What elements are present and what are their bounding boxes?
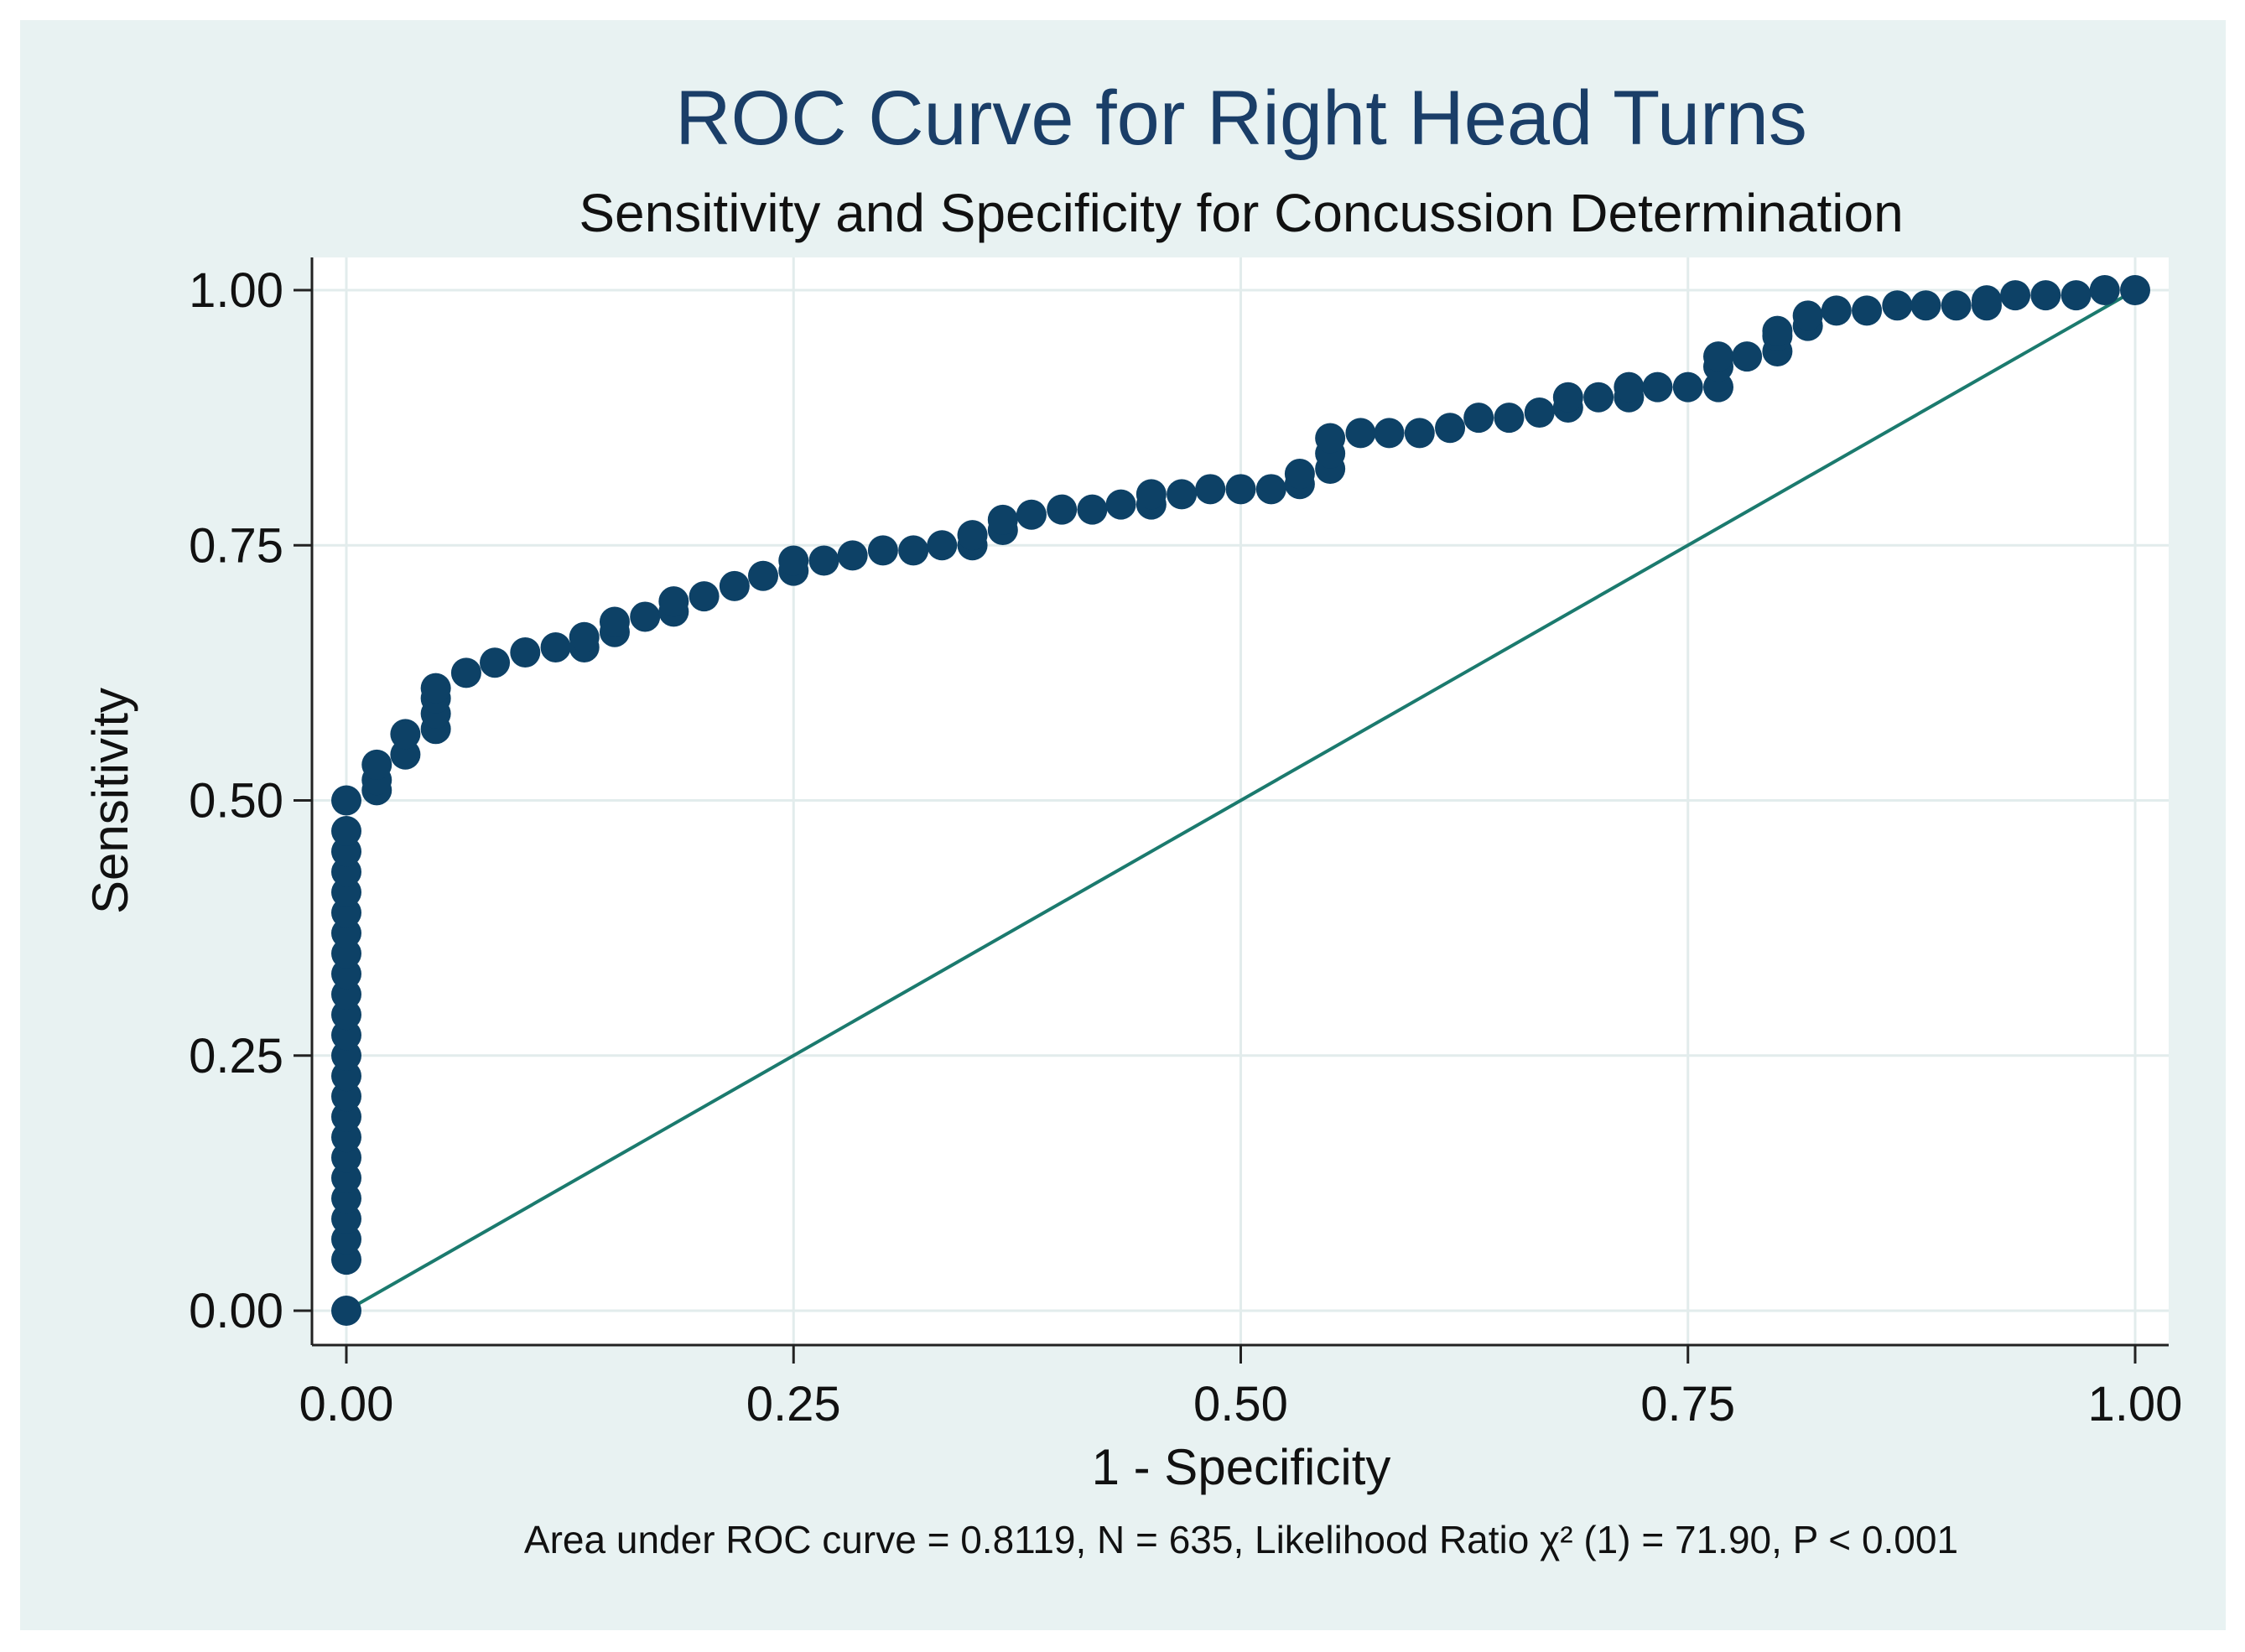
roc-point xyxy=(927,530,958,561)
roc-point xyxy=(630,601,661,632)
roc-point xyxy=(480,647,511,678)
y-tick-label: 0.00 xyxy=(189,1284,283,1338)
roc-point xyxy=(1255,474,1286,505)
roc-points-group xyxy=(331,275,2150,1326)
roc-point xyxy=(1374,418,1405,449)
roc-point xyxy=(390,719,421,750)
y-axis-label: Sensitivity xyxy=(82,688,138,914)
y-tick-label: 0.25 xyxy=(189,1029,283,1083)
roc-point xyxy=(719,570,750,601)
roc-point xyxy=(2030,280,2061,311)
roc-point xyxy=(1732,341,1763,372)
roc-point xyxy=(837,540,868,571)
x-tick-label: 0.50 xyxy=(1193,1377,1288,1431)
roc-point xyxy=(898,535,929,566)
roc-point xyxy=(1971,285,2002,316)
auc-note: Area under ROC curve = 0.8119, N = 635, … xyxy=(524,1518,1958,1561)
tick-labels: 0.00 0.25 0.50 0.75 1.00 0.00 0.25 0.50 0.75 1.00 xyxy=(189,263,2182,1431)
roc-point xyxy=(1642,371,1673,403)
x-tick-label: 0.25 xyxy=(746,1377,841,1431)
roc-point xyxy=(331,785,361,816)
roc-point xyxy=(2120,275,2150,305)
roc-point xyxy=(1135,479,1167,510)
roc-point xyxy=(1672,371,1703,403)
roc-point xyxy=(510,637,541,668)
roc-point xyxy=(1435,413,1466,444)
roc-point xyxy=(1882,290,1913,321)
roc-point xyxy=(2000,280,2031,311)
roc-point xyxy=(1552,382,1583,413)
roc-point xyxy=(689,581,720,612)
x-tick-label: 0.75 xyxy=(1640,1377,1735,1431)
roc-point xyxy=(1077,494,1108,525)
roc-point xyxy=(1614,371,1645,403)
roc-point xyxy=(808,545,839,576)
roc-point xyxy=(2061,280,2092,311)
reference-line-group xyxy=(346,288,2136,1312)
y-tick-label: 0.50 xyxy=(189,774,283,829)
roc-point xyxy=(1494,403,1525,434)
roc-point xyxy=(2089,275,2120,305)
roc-point xyxy=(1821,295,1852,326)
chart-subtitle: Sensitivity and Specificity for Concussi… xyxy=(579,183,1903,243)
roc-point xyxy=(420,673,451,704)
roc-point xyxy=(1315,423,1346,454)
roc-point xyxy=(1105,489,1136,520)
roc-point xyxy=(1910,290,1941,321)
roc-point xyxy=(1463,403,1494,434)
roc-point xyxy=(1762,315,1793,346)
roc-point xyxy=(599,606,630,637)
roc-point xyxy=(540,631,571,662)
roc-point xyxy=(778,545,809,576)
roc-point xyxy=(1167,479,1198,510)
roc-point xyxy=(1047,494,1078,525)
roc-point xyxy=(867,535,898,566)
roc-point xyxy=(569,621,600,652)
roc-point xyxy=(331,816,361,847)
roc-point xyxy=(1703,341,1734,372)
x-axis-label: 1 - Specificity xyxy=(1092,1439,1391,1495)
roc-point xyxy=(1284,459,1315,490)
reference-line xyxy=(346,288,2136,1312)
chart-title: ROC Curve for Right Head Turns xyxy=(675,75,1807,161)
y-tick-label: 1.00 xyxy=(189,263,283,318)
x-tick-label: 1.00 xyxy=(2088,1377,2183,1431)
y-tick-label: 0.75 xyxy=(189,518,283,573)
roc-point xyxy=(957,520,988,551)
roc-point xyxy=(1225,474,1256,505)
roc-point xyxy=(331,1296,361,1326)
roc-point xyxy=(747,560,778,591)
roc-point xyxy=(1852,295,1883,326)
roc-point xyxy=(987,504,1018,535)
roc-point xyxy=(1404,418,1435,449)
roc-point xyxy=(450,657,481,688)
roc-point xyxy=(1792,300,1823,331)
roc-point xyxy=(1524,397,1555,429)
axes xyxy=(294,257,2169,1364)
roc-point xyxy=(1195,474,1226,505)
roc-point xyxy=(1583,382,1614,413)
roc-point xyxy=(1345,418,1376,449)
roc-point xyxy=(1941,290,1972,321)
x-tick-label: 0.00 xyxy=(299,1377,394,1431)
roc-point xyxy=(361,749,392,780)
roc-point xyxy=(1016,499,1047,530)
roc-point xyxy=(658,586,689,617)
